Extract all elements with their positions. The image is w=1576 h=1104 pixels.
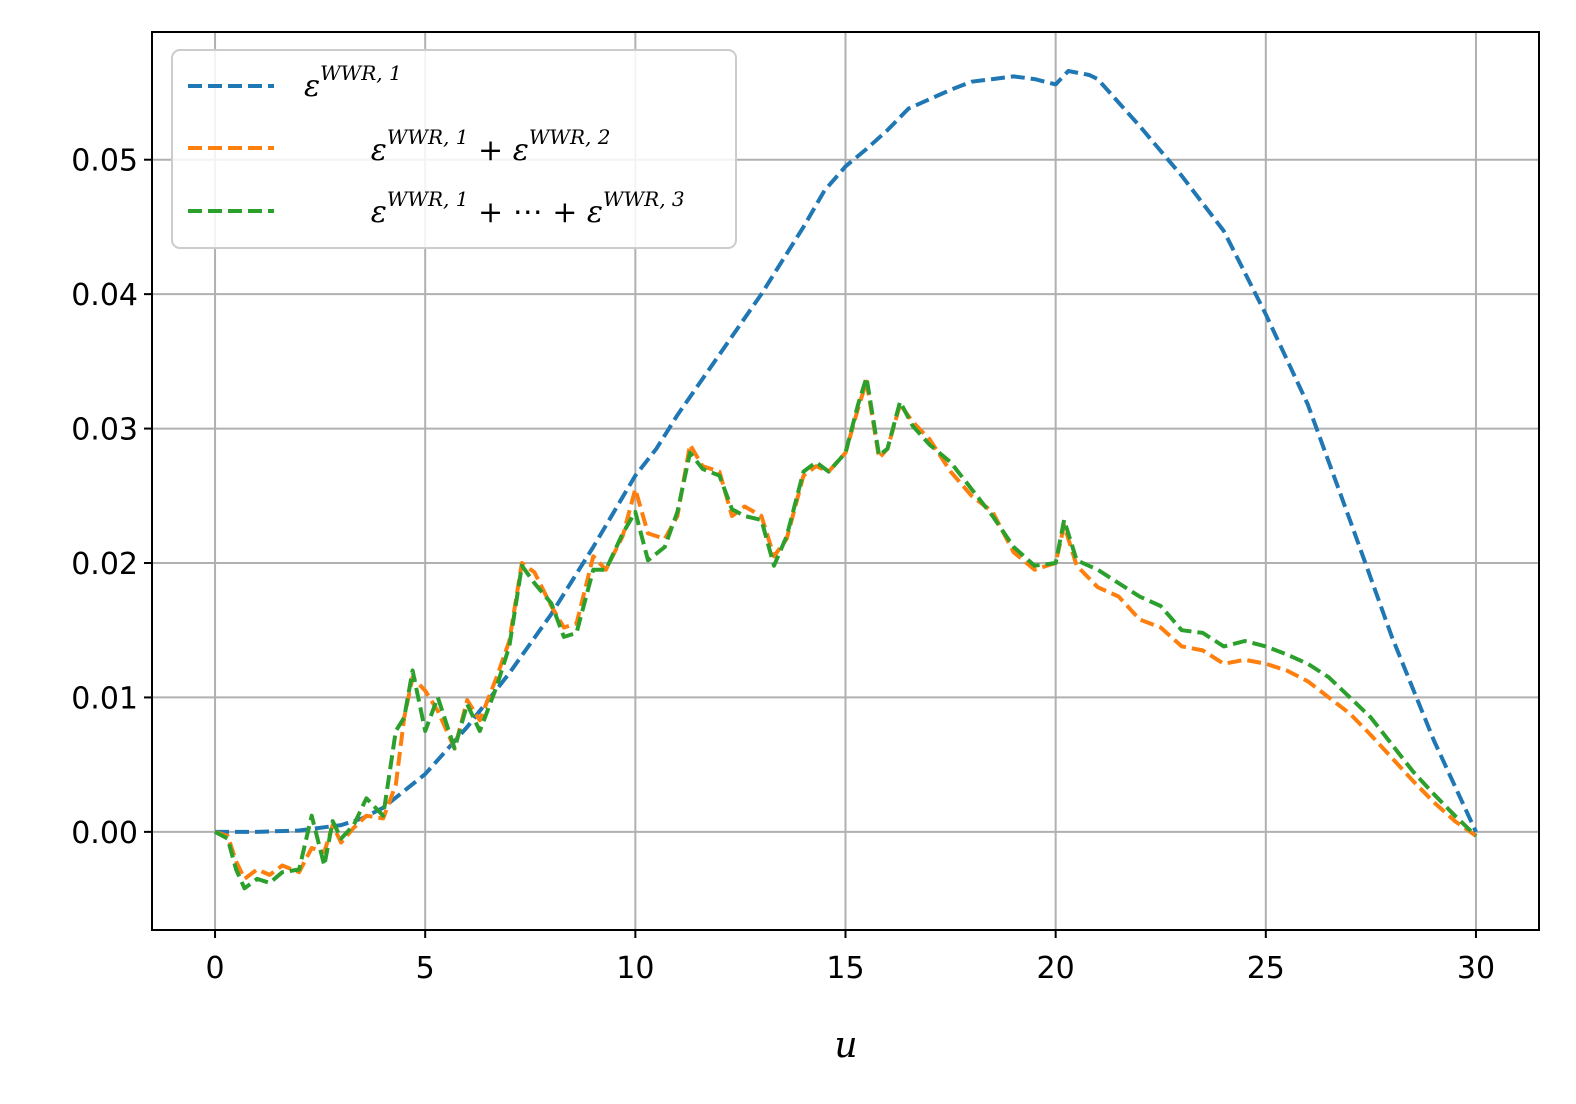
legend-label-series-2: εWWR, 1 + εWWR, 2 (304, 117, 658, 168)
y-axis: 0.00 0.01 0.02 0.03 0.04 0.05 (71, 144, 152, 851)
series-layer (214, 69, 1478, 891)
legend-1-base: ε (304, 69, 320, 104)
y-tick-label: 0.04 (71, 278, 138, 313)
x-tick-label: 25 (1247, 951, 1285, 986)
legend-1-sup: WWR, 1 (320, 61, 402, 85)
legend-2-sup2: WWR, 2 (529, 125, 611, 149)
legend-2-sup1: WWR, 1 (387, 125, 469, 149)
legend-3-base2: ε (587, 195, 603, 230)
y-tick-label: 0.05 (71, 144, 138, 179)
x-tick-label: 30 (1457, 951, 1495, 986)
x-axis: 0 5 10 15 20 25 30 (205, 930, 1495, 986)
x-tick-label: 20 (1037, 951, 1075, 986)
legend-box (171, 49, 737, 249)
x-tick-label: 5 (416, 951, 435, 986)
x-axis-title: u (834, 1025, 857, 1066)
legend-3-sup2: WWR, 3 (603, 187, 685, 211)
x-tick-label: 10 (616, 951, 654, 986)
legend-2-base2: ε (513, 133, 529, 168)
legend-2-base1: ε (371, 133, 387, 168)
y-tick-label: 0.01 (71, 681, 138, 716)
x-tick-label: 0 (205, 951, 224, 986)
legend-label-series-1: εWWR, 1 (304, 61, 402, 104)
series-line-2 (214, 379, 1478, 881)
legend: εWWR, 1 εWWR, 1 + εWWR, 2 εWWR, 1 + ⋯ + … (171, 49, 737, 249)
y-tick-label: 0.03 (71, 413, 138, 448)
legend-2-op: + (469, 133, 513, 168)
y-tick-label: 0.00 (71, 816, 138, 851)
legend-3-sup1: WWR, 1 (387, 187, 469, 211)
series-line-3 (214, 375, 1478, 891)
legend-label-series-3: εWWR, 1 + ⋯ + εWWR, 3 (304, 179, 732, 230)
legend-3-base1: ε (371, 195, 387, 230)
y-tick-label: 0.02 (71, 547, 138, 582)
x-tick-label: 15 (826, 951, 864, 986)
legend-3-op: + ⋯ + (469, 195, 587, 230)
